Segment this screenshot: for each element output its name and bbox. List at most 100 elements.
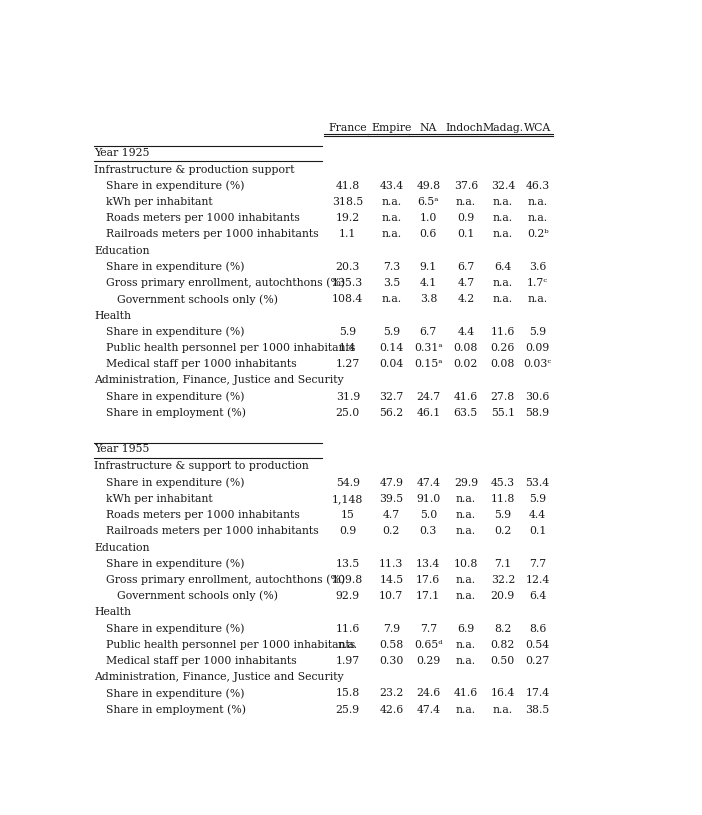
- Text: n.a.: n.a.: [493, 705, 513, 715]
- Text: Government schools only (%): Government schools only (%): [117, 591, 278, 601]
- Text: 3.8: 3.8: [420, 294, 437, 304]
- Text: 0.14: 0.14: [379, 343, 404, 353]
- Text: Year 1925: Year 1925: [94, 148, 150, 157]
- Text: 54.9: 54.9: [336, 478, 360, 487]
- Text: 5.9: 5.9: [339, 327, 357, 337]
- Text: 1.7ᶜ: 1.7ᶜ: [527, 278, 548, 289]
- Text: 5.9: 5.9: [494, 510, 512, 520]
- Text: 0.31ᵃ: 0.31ᵃ: [414, 343, 443, 353]
- Text: 15: 15: [341, 510, 355, 520]
- Text: 318.5: 318.5: [332, 197, 364, 207]
- Text: 4.7: 4.7: [457, 278, 475, 289]
- Text: 6.7: 6.7: [457, 262, 475, 272]
- Text: 0.9: 0.9: [457, 214, 475, 223]
- Text: 4.4: 4.4: [529, 510, 546, 520]
- Text: 0.2ᵇ: 0.2ᵇ: [527, 230, 548, 240]
- Text: 8.6: 8.6: [529, 623, 546, 633]
- Text: 47.4: 47.4: [416, 478, 440, 487]
- Text: 20.9: 20.9: [491, 591, 515, 601]
- Text: 0.50: 0.50: [491, 656, 515, 666]
- Text: 37.6: 37.6: [453, 181, 478, 191]
- Text: Education: Education: [94, 245, 150, 256]
- Text: 7.9: 7.9: [383, 623, 400, 633]
- Text: 45.3: 45.3: [491, 478, 515, 487]
- Text: 6.9: 6.9: [457, 623, 475, 633]
- Text: Madag.: Madag.: [482, 123, 524, 133]
- Text: NA: NA: [420, 123, 437, 133]
- Text: 0.30: 0.30: [379, 656, 404, 666]
- Text: n.a.: n.a.: [456, 640, 476, 650]
- Text: 10.8: 10.8: [453, 559, 478, 569]
- Text: 30.6: 30.6: [526, 392, 550, 402]
- Text: 7.7: 7.7: [529, 559, 546, 569]
- Text: 92.9: 92.9: [336, 591, 360, 601]
- Text: 25.9: 25.9: [336, 705, 360, 715]
- Text: 1,148: 1,148: [332, 494, 364, 504]
- Text: Share in expenditure (%): Share in expenditure (%): [106, 688, 245, 698]
- Text: Administration, Finance, Justice and Security: Administration, Finance, Justice and Sec…: [94, 376, 344, 385]
- Text: 24.6: 24.6: [416, 689, 440, 698]
- Text: Share in expenditure (%): Share in expenditure (%): [106, 478, 245, 488]
- Text: n.a.: n.a.: [528, 214, 548, 223]
- Text: 0.03ᶜ: 0.03ᶜ: [524, 359, 552, 369]
- Text: 0.27: 0.27: [526, 656, 550, 666]
- Text: 11.3: 11.3: [379, 559, 404, 569]
- Text: Education: Education: [94, 543, 150, 553]
- Text: 17.4: 17.4: [526, 689, 550, 698]
- Text: 9.1: 9.1: [420, 262, 437, 272]
- Text: 12.4: 12.4: [526, 575, 550, 585]
- Text: Gross primary enrollment, autochthons (%): Gross primary enrollment, autochthons (%…: [106, 575, 345, 585]
- Text: France: France: [329, 123, 367, 133]
- Text: 3.5: 3.5: [383, 278, 400, 289]
- Text: 0.65ᵈ: 0.65ᵈ: [414, 640, 443, 650]
- Text: 41.6: 41.6: [453, 689, 478, 698]
- Text: 11.6: 11.6: [491, 327, 515, 337]
- Text: n.a.: n.a.: [381, 230, 402, 240]
- Text: 58.9: 58.9: [526, 408, 550, 418]
- Text: n.a.: n.a.: [493, 214, 513, 223]
- Text: 56.2: 56.2: [379, 408, 404, 418]
- Text: 3.6: 3.6: [529, 262, 546, 272]
- Text: 0.1: 0.1: [457, 230, 475, 240]
- Text: 0.3: 0.3: [420, 526, 437, 536]
- Text: 16.4: 16.4: [491, 689, 515, 698]
- Text: 41.6: 41.6: [453, 392, 478, 402]
- Text: Share in expenditure (%): Share in expenditure (%): [106, 327, 245, 337]
- Text: Share in employment (%): Share in employment (%): [106, 704, 246, 715]
- Text: 47.4: 47.4: [416, 705, 440, 715]
- Text: 0.82: 0.82: [491, 640, 515, 650]
- Text: 5.9: 5.9: [529, 494, 546, 504]
- Text: n.a.: n.a.: [456, 705, 476, 715]
- Text: 39.5: 39.5: [379, 494, 404, 504]
- Text: 13.4: 13.4: [416, 559, 440, 569]
- Text: 4.1: 4.1: [420, 278, 437, 289]
- Text: 32.2: 32.2: [491, 575, 515, 585]
- Text: Infrastructure & support to production: Infrastructure & support to production: [94, 461, 309, 471]
- Text: Health: Health: [94, 311, 131, 320]
- Text: 0.09: 0.09: [526, 343, 550, 353]
- Text: Medical staff per 1000 inhabitants: Medical staff per 1000 inhabitants: [106, 359, 297, 369]
- Text: 31.9: 31.9: [336, 392, 360, 402]
- Text: n.a.: n.a.: [456, 526, 476, 536]
- Text: Roads meters per 1000 inhabitants: Roads meters per 1000 inhabitants: [106, 214, 300, 223]
- Text: 4.7: 4.7: [383, 510, 400, 520]
- Text: 8.2: 8.2: [494, 623, 512, 633]
- Text: 5.9: 5.9: [383, 327, 400, 337]
- Text: n.a.: n.a.: [528, 294, 548, 304]
- Text: 5.9: 5.9: [529, 327, 546, 337]
- Text: 0.26: 0.26: [491, 343, 515, 353]
- Text: Public health personnel per 1000 inhabitants: Public health personnel per 1000 inhabit…: [106, 343, 355, 353]
- Text: 0.2: 0.2: [494, 526, 512, 536]
- Text: n.a.: n.a.: [493, 294, 513, 304]
- Text: 135.3: 135.3: [332, 278, 364, 289]
- Text: n.a.: n.a.: [381, 294, 402, 304]
- Text: 29.9: 29.9: [453, 478, 478, 487]
- Text: 0.6: 0.6: [420, 230, 437, 240]
- Text: n.a.: n.a.: [338, 640, 358, 650]
- Text: 108.4: 108.4: [332, 294, 364, 304]
- Text: 32.7: 32.7: [379, 392, 404, 402]
- Text: Share in expenditure (%): Share in expenditure (%): [106, 558, 245, 569]
- Text: 1.1: 1.1: [339, 230, 357, 240]
- Text: 19.2: 19.2: [336, 214, 360, 223]
- Text: 20.3: 20.3: [336, 262, 360, 272]
